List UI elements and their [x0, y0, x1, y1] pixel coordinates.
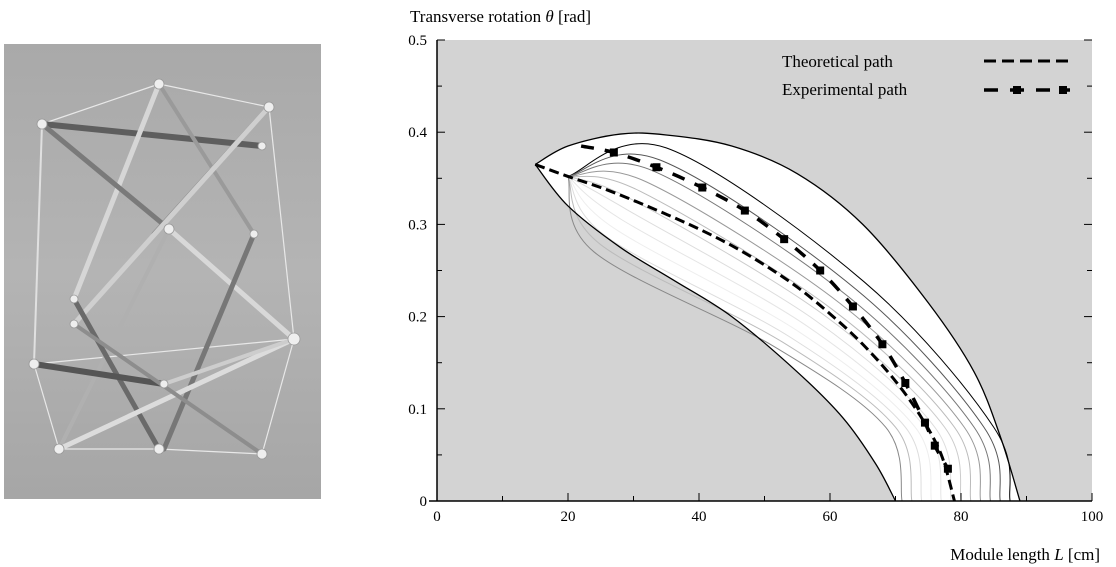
y-tick-label: 0 [420, 494, 428, 510]
x-axis-title: Module length L [cm] [950, 545, 1100, 564]
family-curve [567, 176, 903, 502]
plot-area [437, 40, 1092, 501]
experimental-marker [816, 266, 825, 275]
family-curve [567, 176, 933, 502]
feasible-region [535, 132, 1020, 501]
experimental-marker [740, 206, 749, 215]
y-tick-label: 0.5 [408, 33, 427, 49]
axes: 0 20 40 60 80 100 0 0.1 0.2 0.3 0.4 0.5 [408, 33, 1103, 525]
family-curve [567, 162, 991, 502]
experimental-marker [780, 235, 789, 244]
x-tick-label: 100 [1081, 509, 1104, 525]
region-lower-boundary [534, 164, 897, 502]
family-curve [567, 176, 942, 502]
legend-swatch-experimental [984, 86, 1070, 94]
family-curve [567, 153, 1001, 502]
experimental-marker [920, 418, 929, 427]
family-curve [567, 143, 1011, 502]
y-tick-label: 0.2 [408, 310, 427, 326]
experimental-marker [901, 378, 910, 387]
x-tick-label: 80 [954, 509, 969, 525]
tensegrity-module-photo [4, 44, 321, 499]
family-curve [567, 175, 962, 502]
legend-label-theoretical: Theoretical path [782, 52, 893, 71]
x-tick-label: 60 [823, 509, 838, 525]
experimental-marker [652, 163, 661, 172]
family-curve [567, 176, 913, 502]
feasible-region-fill [535, 132, 1020, 501]
experimental-marker [848, 302, 857, 311]
experimental-marker [930, 441, 939, 450]
region-upper-boundary [534, 132, 1021, 502]
family-curve [567, 175, 972, 502]
family-curve [567, 176, 923, 502]
y-axis-title: Transverse rotation θ [rad] [410, 7, 591, 26]
experimental-marker [609, 148, 618, 157]
series-theoretical-path [534, 163, 956, 502]
experimental-marker [943, 464, 952, 473]
x-tick-label: 40 [692, 509, 707, 525]
y-tick-label: 0.3 [408, 217, 427, 233]
x-tick-label: 0 [433, 509, 441, 525]
x-tick-label: 20 [561, 509, 576, 525]
y-tick-label: 0.4 [408, 125, 427, 141]
legend-label-experimental: Experimental path [782, 80, 908, 99]
y-tick-label: 0.1 [408, 402, 427, 418]
family-curves [534, 132, 1021, 502]
family-curve [567, 170, 982, 502]
series-layer [534, 144, 956, 502]
experimental-marker [878, 340, 887, 349]
legend: Theoretical path Experimental path [782, 52, 1070, 99]
experimental-marker [698, 183, 707, 192]
series-experimental-path [580, 144, 950, 470]
family-curve [567, 176, 952, 502]
